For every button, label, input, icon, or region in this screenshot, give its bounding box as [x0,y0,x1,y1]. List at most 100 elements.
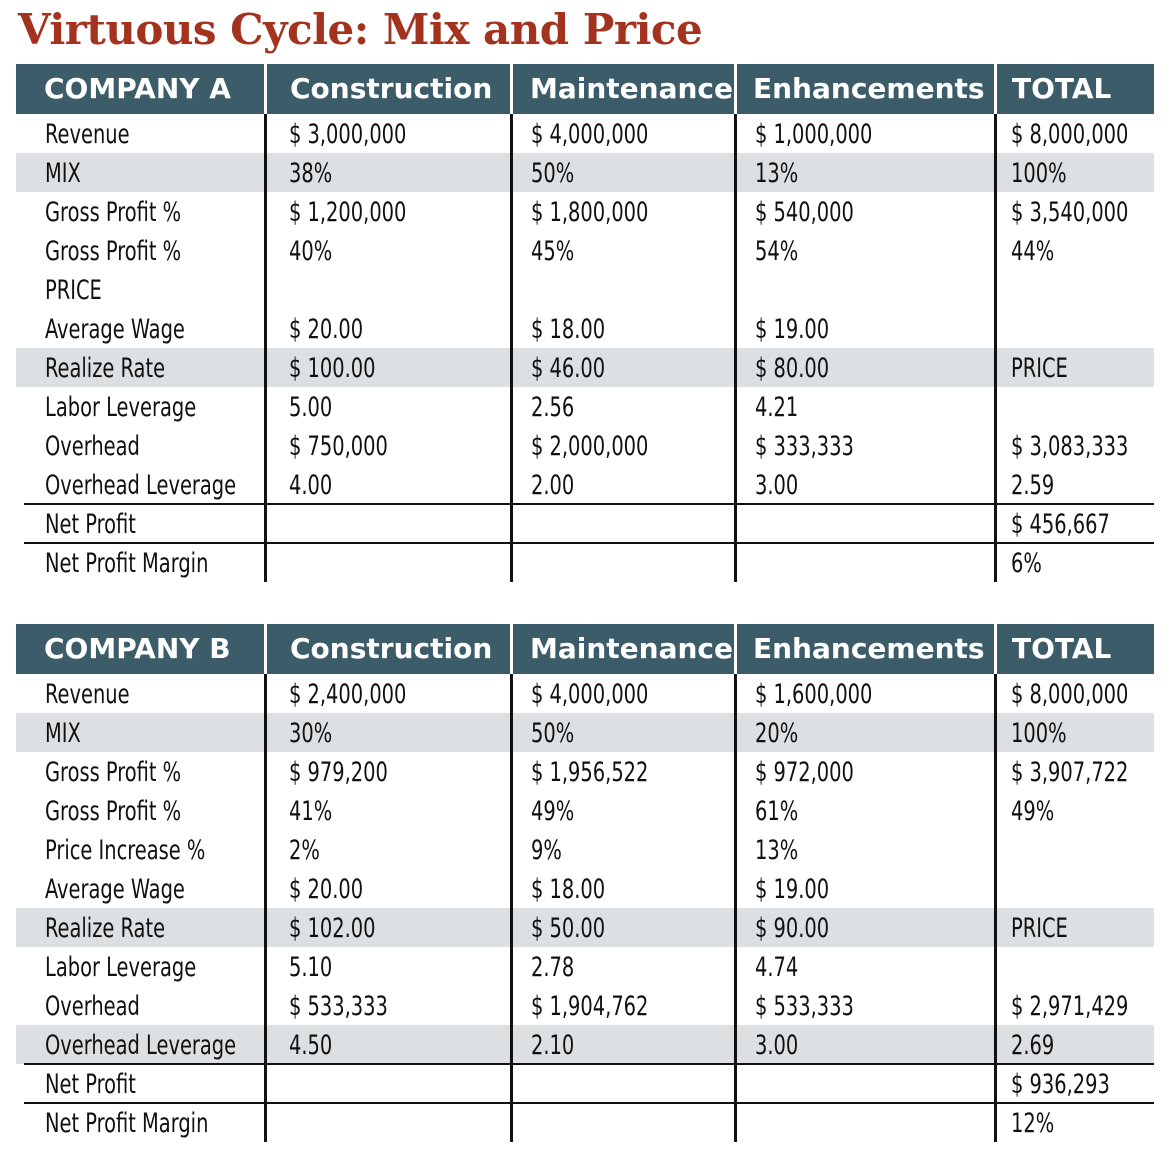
enhancements-value: 4.21 [755,392,799,423]
column-divider [994,114,997,582]
table-row: Gross Profit % 40% 45% 54% 44% [16,231,1154,270]
row-label: Realize Rate [45,353,166,384]
total-value: $ 936,293 [1011,1069,1110,1100]
row-label: Overhead Leverage [45,470,237,501]
total-value: $ 3,083,333 [1011,431,1129,462]
row-label: Price Increase % [45,835,206,866]
column-header: Construction [290,632,493,665]
total-value: $ 3,907,722 [1011,757,1129,788]
construction-value: $ 20.00 [289,874,364,905]
table-row: Revenue $ 2,400,000 $ 4,000,000 $ 1,600,000… [16,674,1154,713]
row-label: Average Wage [45,314,185,345]
column-header: TOTAL [1012,72,1112,105]
construction-value: 38% [289,158,333,189]
total-value: PRICE [1011,353,1068,384]
total-value: $ 3,540,000 [1011,197,1129,228]
construction-value: $ 1,200,000 [289,197,407,228]
row-divider [24,1102,1154,1104]
header-divider [510,64,513,114]
column-header: COMPANY A [44,72,231,105]
construction-value: $ 979,200 [289,757,388,788]
table-row: Average Wage $ 20.00 $ 18.00 $ 19.00 [16,309,1154,348]
company-a-table: COMPANY A Construction Maintenance Enhancem… [16,64,1154,582]
header-divider [510,624,513,674]
total-value: 2.59 [1011,470,1055,501]
company-b-header: COMPANY B Construction Maintenance Enhancem… [16,624,1154,674]
construction-value: $ 20.00 [289,314,364,345]
total-value: 44% [1011,236,1055,267]
maintenance-value: 2.00 [531,470,575,501]
company-a-header: COMPANY A Construction Maintenance Enhancem… [16,64,1154,114]
enhancements-value: $ 972,000 [755,757,854,788]
enhancements-value: $ 1,600,000 [755,679,873,710]
column-divider [510,674,513,1142]
construction-value: $ 100.00 [289,353,376,384]
total-value: 12% [1011,1108,1055,1139]
company-a-rows: Revenue $ 3,000,000 $ 4,000,000 $ 1,000,000… [16,114,1154,582]
enhancements-value: $ 533,333 [755,991,854,1022]
total-value: $ 2,971,429 [1011,991,1129,1022]
header-divider [264,64,267,114]
maintenance-value: $ 18.00 [531,874,606,905]
page-title: Virtuous Cycle: Mix and Price [18,5,703,54]
header-divider [734,624,737,674]
enhancements-value: 4.74 [755,952,799,983]
table-row: Realize Rate $ 100.00 $ 46.00 $ 80.00 PRICE [16,348,1154,387]
maintenance-value: 2.78 [531,952,575,983]
column-divider [734,114,737,582]
table-row: Average Wage $ 20.00 $ 18.00 $ 19.00 [16,869,1154,908]
maintenance-value: 45% [531,236,575,267]
enhancements-value: $ 333,333 [755,431,854,462]
enhancements-value: 54% [755,236,799,267]
header-divider [994,64,997,114]
row-label: Net Profit [45,509,136,540]
table-row: PRICE [16,270,1154,309]
column-header: Enhancements [753,632,985,665]
maintenance-value: $ 46.00 [531,353,606,384]
row-divider [24,503,1154,505]
row-label: Labor Leverage [45,952,197,983]
row-label: Net Profit Margin [45,548,209,579]
construction-value: 4.50 [289,1030,333,1061]
table-row: Labor Leverage 5.00 2.56 4.21 [16,387,1154,426]
table-row: Overhead $ 750,000 $ 2,000,000 $ 333,333 $ 3… [16,426,1154,465]
row-divider [24,542,1154,544]
header-divider [734,64,737,114]
enhancements-value: 13% [755,835,799,866]
total-value: $ 8,000,000 [1011,119,1129,150]
construction-value: $ 533,333 [289,991,388,1022]
construction-value: 4.00 [289,470,333,501]
column-header: COMPANY B [44,632,231,665]
construction-value: 5.00 [289,392,333,423]
row-label: MIX [45,158,81,189]
construction-value: 40% [289,236,333,267]
table-row: Gross Profit % 41% 49% 61% 49% [16,791,1154,830]
column-divider [264,114,267,582]
column-header: Enhancements [753,72,985,105]
row-label: PRICE [45,275,102,306]
row-label: Gross Profit % [45,757,182,788]
total-value: $ 456,667 [1011,509,1110,540]
row-label: Overhead [45,991,140,1022]
row-label: Overhead [45,431,140,462]
maintenance-value: 9% [531,835,562,866]
table-row: Gross Profit % $ 1,200,000 $ 1,800,000 $ 54… [16,192,1154,231]
maintenance-value: $ 1,956,522 [531,757,649,788]
column-header: Maintenance [530,632,734,665]
row-label: Gross Profit % [45,796,182,827]
table-row: MIX 38% 50% 13% 100% [16,153,1154,192]
construction-value: $ 750,000 [289,431,388,462]
header-divider [264,624,267,674]
table-row: Net Profit Margin 6% [16,543,1154,582]
row-label: Average Wage [45,874,185,905]
table-row: Net Profit $ 936,293 [16,1064,1154,1103]
table-row: Revenue $ 3,000,000 $ 4,000,000 $ 1,000,000… [16,114,1154,153]
maintenance-value: $ 4,000,000 [531,679,649,710]
construction-value: $ 2,400,000 [289,679,407,710]
table-row: Overhead $ 533,333 $ 1,904,762 $ 533,333 $ 2… [16,986,1154,1025]
total-value: 100% [1011,718,1067,749]
enhancements-value: 61% [755,796,799,827]
company-b-table: COMPANY B Construction Maintenance Enhancem… [16,624,1154,1142]
column-header: Construction [290,72,493,105]
row-label: Net Profit [45,1069,136,1100]
